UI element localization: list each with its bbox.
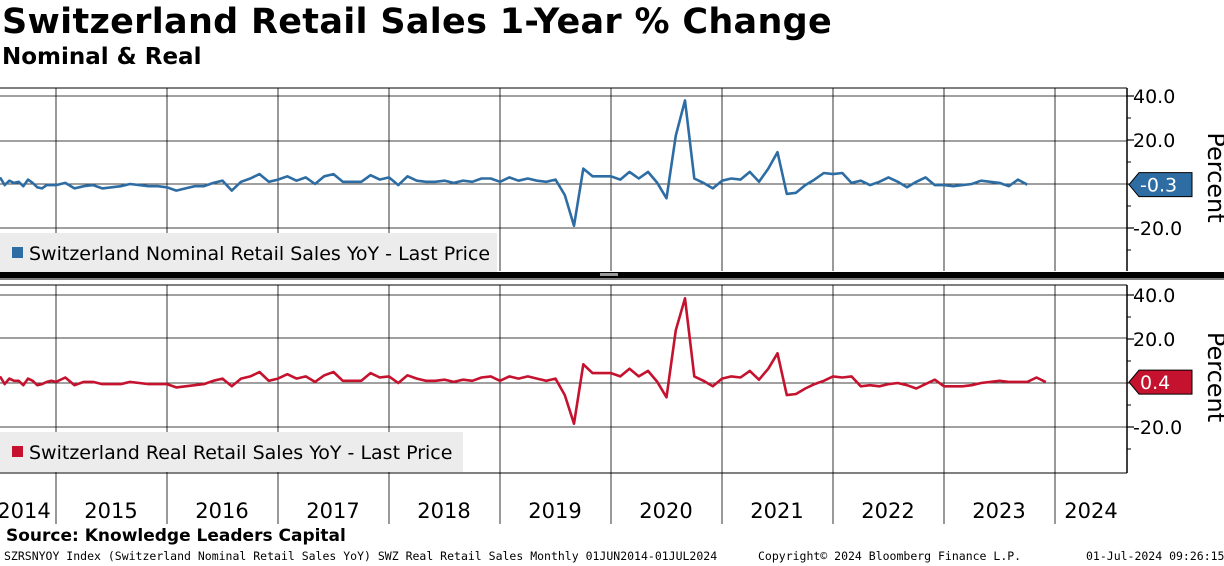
x-tick-label: 2024 bbox=[1064, 499, 1117, 523]
last-value-tag bbox=[1128, 172, 1193, 198]
x-tick-label: 2020 bbox=[639, 499, 692, 523]
copyright-text: Copyright© 2024 Bloomberg Finance L.P. bbox=[758, 549, 1022, 563]
last-value-label: 0.4 bbox=[1140, 372, 1170, 394]
x-tick-label: 2018 bbox=[417, 499, 470, 523]
source-text: Source: Knowledge Leaders Capital bbox=[6, 526, 346, 546]
legend-swatch bbox=[12, 247, 23, 258]
y-axis-label: Percent bbox=[1202, 132, 1224, 222]
last-value-label: -0.3 bbox=[1140, 175, 1177, 197]
y-tick-label: 40.0 bbox=[1133, 86, 1175, 108]
y-tick-label: 20.0 bbox=[1133, 130, 1175, 152]
legend-swatch bbox=[12, 446, 23, 457]
x-tick-label: 2019 bbox=[528, 499, 581, 523]
legend-label: Switzerland Real Retail Sales YoY - Last… bbox=[29, 442, 452, 464]
timestamp-text: 01-Jul-2024 09:26:15 bbox=[1086, 549, 1224, 563]
x-tick-label: 2022 bbox=[861, 499, 914, 523]
legend-box bbox=[0, 432, 463, 472]
y-tick-label: 20.0 bbox=[1133, 329, 1175, 351]
x-tick-label: 2014 bbox=[0, 499, 51, 523]
y-tick-label: -20.0 bbox=[1133, 218, 1182, 240]
y-axis-label: Percent bbox=[1202, 332, 1224, 422]
separator-handle bbox=[600, 273, 618, 276]
series-line bbox=[0, 296, 1047, 426]
legend-box bbox=[0, 233, 497, 273]
chart-title: Switzerland Retail Sales 1-Year % Change bbox=[2, 2, 833, 42]
x-tick-label: 2023 bbox=[972, 499, 1025, 523]
legend-label: Switzerland Nominal Retail Sales YoY - L… bbox=[29, 243, 490, 265]
x-tick-label: 2015 bbox=[84, 499, 137, 523]
last-value-tag bbox=[1128, 369, 1193, 395]
index-info-text: SZRSNYOY Index (Switzerland Nominal Reta… bbox=[4, 549, 718, 563]
x-tick-label: 2017 bbox=[306, 499, 359, 523]
y-tick-label: 40.0 bbox=[1133, 285, 1175, 307]
x-tick-label: 2016 bbox=[195, 499, 248, 523]
y-tick-label: -20.0 bbox=[1133, 417, 1182, 439]
x-tick-label: 2021 bbox=[750, 499, 803, 523]
series-line bbox=[0, 99, 1028, 228]
chart-subtitle: Nominal & Real bbox=[2, 44, 202, 70]
